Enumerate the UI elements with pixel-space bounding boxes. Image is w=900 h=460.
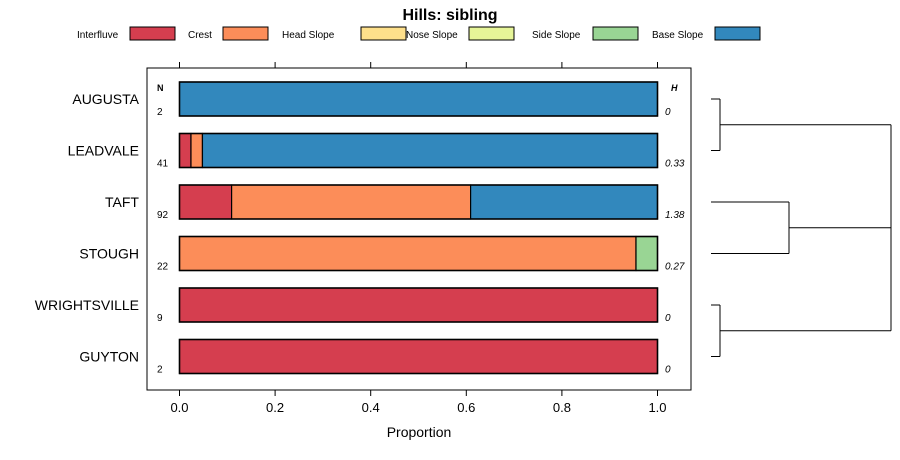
n-value-guyton: 2 [157,365,163,376]
x-axis-title: Proportion [387,424,452,440]
x-tick-label-4: 0.8 [553,400,571,415]
bar-segment-leadvale-base-slope [201,132,659,169]
h-value-wrightsville: 0 [665,313,671,324]
row-labels: AUGUSTA LEADVALE TAFT STOUGH WRIGHTSVILLE GUY… [35,91,140,365]
legend: Interfluve Crest Head Slope Nose Slope Side … [77,26,761,41]
legend-label-crest: Crest [188,30,212,41]
legend-swatch-interfluve [129,26,176,41]
legend-label-head-slope: Head Slope [282,30,335,41]
h-header: H [671,83,678,93]
h-value-guyton: 0 [665,365,671,376]
x-tick-label-2: 0.4 [362,400,380,415]
row-label-leadvale: LEADVALE [68,143,139,159]
n-header: N [157,83,164,93]
bar-row-taft [178,184,659,220]
bar-segment-taft-interfluve [178,184,233,220]
legend-swatch-nose-slope [468,26,515,41]
h-value-leadvale: 0.33 [665,159,685,170]
dendrogram [711,98,892,357]
bar-segment-augusta-base-slope [178,81,659,117]
legend-swatch-head-slope [360,26,407,41]
x-tick-label-0: 0.0 [170,400,188,415]
row-label-wrightsville: WRIGHTSVILLE [35,297,139,313]
bar-outline-wrightsville [178,287,659,323]
bar-segment-wrightsville-interfluve [178,287,659,323]
bar-segment-taft-crest [231,184,472,220]
n-value-augusta: 2 [157,107,163,118]
h-value-augusta: 0 [665,107,671,118]
x-tick-label-3: 0.6 [457,400,475,415]
n-value-leadvale: 41 [157,159,169,170]
bar-segment-leadvale-interfluve [178,132,192,169]
row-label-guyton: GUYTON [79,349,139,365]
bar-segment-stough-crest [178,235,637,272]
row-label-stough: STOUGH [79,246,139,262]
n-value-taft: 92 [157,210,169,221]
bar-segment-taft-base-slope [470,184,659,220]
h-column: H 0 0.33 1.38 0.27 0 0 [665,83,685,376]
h-value-taft: 1.38 [665,210,685,221]
bar-outline-guyton [178,338,659,375]
x-axis: 0.0 0.2 0.4 0.6 0.8 1.0 [170,390,667,415]
bars [178,81,659,375]
bar-row-leadvale [178,132,659,169]
row-label-augusta: AUGUSTA [72,91,139,107]
plot-frame [146,67,692,391]
bar-row-stough [178,235,659,272]
bar-row-augusta [178,81,659,117]
row-label-taft: TAFT [105,194,139,210]
x-tick-label-1: 0.2 [266,400,284,415]
legend-swatch-crest [222,26,269,41]
n-value-wrightsville: 9 [157,313,163,324]
bar-outline-taft [178,184,659,220]
h-value-stough: 0.27 [665,262,685,273]
legend-label-nose-slope: Nose Slope [406,30,458,41]
bar-outline-leadvale [178,132,659,169]
legend-swatch-side-slope [592,26,639,41]
bar-segment-stough-side-slope [635,235,659,272]
n-value-stough: 22 [157,262,169,273]
top-axis [179,62,658,68]
bar-row-wrightsville [178,287,659,323]
legend-label-base-slope: Base Slope [652,30,704,41]
bar-row-guyton [178,338,659,375]
bar-outline-stough [178,235,659,272]
legend-label-side-slope: Side Slope [532,30,581,41]
bar-outline-augusta [178,81,659,117]
bar-segment-guyton-interfluve [178,338,659,375]
chart-title: Hills: sibling [402,7,497,24]
legend-label-interfluve: Interfluve [77,30,119,41]
legend-swatch-base-slope [714,26,761,41]
x-tick-label-5: 1.0 [648,400,666,415]
bar-segment-leadvale-crest [190,132,204,169]
